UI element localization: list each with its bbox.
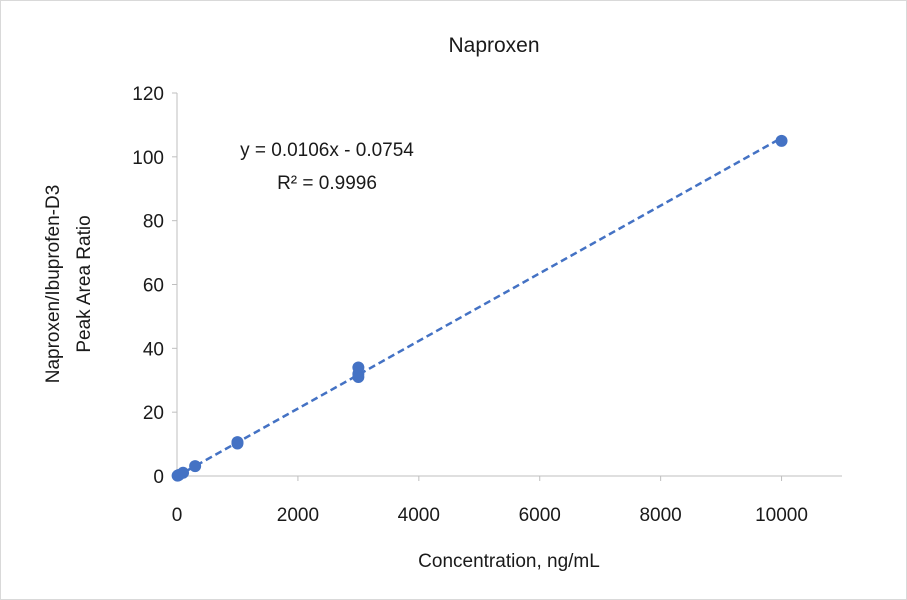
x-tick-label: 8000 [639, 505, 681, 526]
data-point [352, 361, 365, 374]
y-axis-label-line-2: Peak Area Ratio [74, 215, 95, 352]
y-tick-label: 40 [143, 339, 164, 360]
y-tick-label: 60 [143, 276, 164, 297]
y-tick-label: 100 [132, 148, 164, 169]
x-tick-label: 6000 [519, 505, 561, 526]
x-axis-ticks: 0 2000 4000 6000 8000 10000 [172, 476, 808, 526]
y-tick-label: 120 [132, 84, 164, 105]
data-points [171, 134, 788, 482]
y-axis-label: Naproxen/Ibuprofen-D3 [43, 185, 64, 384]
y-tick-label: 0 [153, 467, 164, 488]
x-tick-label: 4000 [398, 505, 440, 526]
trendline-r-squared: R² = 0.9996 [277, 173, 377, 194]
x-tick-label: 2000 [277, 505, 319, 526]
data-point [775, 134, 788, 147]
data-point [177, 466, 190, 479]
chart-title: Naproxen [448, 34, 539, 57]
x-axis-label: Concentration, ng/mL [418, 551, 600, 572]
y-axis-ticks: 0 20 40 60 80 100 120 [132, 84, 177, 488]
y-tick-label: 80 [143, 212, 164, 233]
x-tick-label: 0 [172, 505, 183, 526]
x-tick-label: 10000 [755, 505, 808, 526]
trendline [176, 136, 783, 478]
trendline-equation: y = 0.0106x - 0.0754 [240, 140, 414, 161]
data-point [231, 436, 244, 449]
y-tick-label: 20 [143, 403, 164, 424]
data-point [189, 460, 202, 473]
